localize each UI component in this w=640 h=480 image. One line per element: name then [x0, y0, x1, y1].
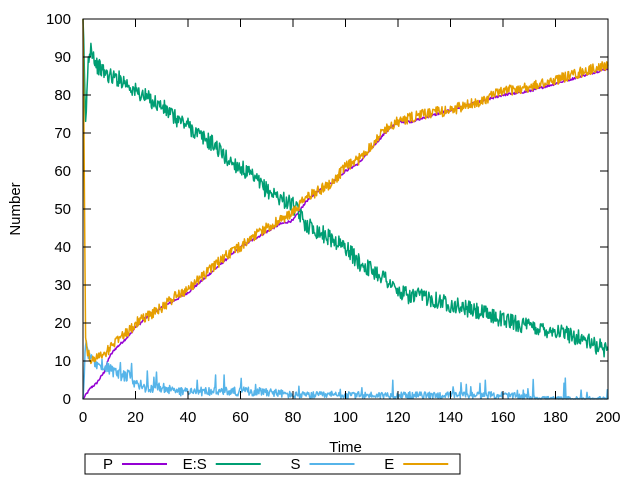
y-tick-label: 30 [54, 277, 71, 294]
y-tick-label: 40 [54, 239, 71, 256]
legend-box [84, 453, 461, 475]
series-line-1 [82, 67, 609, 400]
legend-label-2: E:S [183, 456, 207, 473]
series-line-2 [82, 18, 609, 358]
x-tick-label: 100 [333, 409, 358, 426]
x-tick-label: 40 [180, 409, 197, 426]
legend-label-4: E [384, 456, 394, 473]
series-line-3 [82, 340, 609, 400]
y-tick-label: 80 [54, 87, 71, 104]
y-tick-label: 100 [46, 11, 71, 28]
legend: P E:S S E [84, 453, 461, 475]
x-tick-label: 140 [438, 409, 463, 426]
y-axis-label: Number [7, 182, 24, 235]
x-tick-label: 0 [79, 409, 87, 426]
y-tick-label: 90 [54, 49, 71, 66]
y-tick-label: 10 [54, 353, 71, 370]
x-tick-label: 180 [543, 409, 568, 426]
y-tick-label: 60 [54, 163, 71, 180]
y-axis: 0 10 20 30 40 50 60 70 80 90 100 [46, 11, 608, 408]
plot-frame [82, 18, 609, 400]
x-tick-label: 60 [232, 409, 249, 426]
x-axis-label: Time [329, 439, 362, 456]
series-line-4 [82, 18, 609, 365]
x-tick-label: 160 [490, 409, 515, 426]
x-tick-label: 120 [385, 409, 410, 426]
x-tick-label: 20 [127, 409, 144, 426]
x-axis: 0 20 40 60 80 100 120 140 160 180 200 [79, 19, 621, 426]
y-tick-label: 0 [63, 391, 71, 408]
y-tick-label: 70 [54, 125, 71, 142]
x-tick-label: 200 [595, 409, 620, 426]
y-tick-label: 50 [54, 201, 71, 218]
x-tick-label: 80 [285, 409, 302, 426]
legend-label-3: S [290, 456, 300, 473]
plot-lines [82, 18, 609, 400]
y-tick-label: 20 [54, 315, 71, 332]
legend-label-1: P [103, 456, 113, 473]
